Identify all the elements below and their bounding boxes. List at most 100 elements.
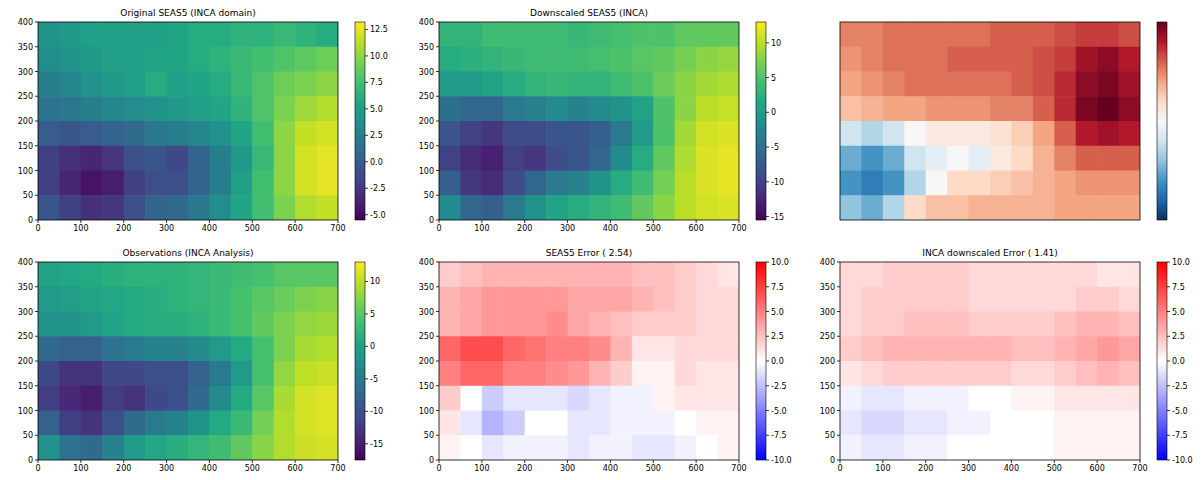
y-tick-label: 400 xyxy=(18,258,33,267)
cell xyxy=(1076,287,1098,312)
y-tick-label: 100 xyxy=(18,407,33,416)
cell xyxy=(167,262,189,287)
cell xyxy=(317,22,338,47)
cell xyxy=(840,386,862,411)
y-tick-label: 250 xyxy=(419,92,434,101)
cell xyxy=(1011,22,1033,47)
colorbar-tick-label: -10.0 xyxy=(771,456,792,465)
cell xyxy=(990,411,1012,436)
cell xyxy=(1119,312,1140,337)
cell xyxy=(59,146,81,171)
cell xyxy=(718,195,739,220)
cell xyxy=(546,121,568,146)
cell xyxy=(231,47,253,72)
cell xyxy=(209,361,231,386)
x-tick-label: 0 xyxy=(436,464,441,473)
x-tick xyxy=(481,220,482,223)
y-tick xyxy=(436,460,439,461)
cell xyxy=(59,121,81,146)
cell xyxy=(610,411,632,436)
cell xyxy=(904,171,926,196)
x-tick xyxy=(653,460,654,463)
cell xyxy=(861,195,883,220)
cell xyxy=(503,435,525,460)
cell xyxy=(1097,262,1119,287)
cell xyxy=(439,411,461,436)
x-tick-label: 400 xyxy=(603,224,618,233)
y-tick xyxy=(436,145,439,146)
cell xyxy=(1076,336,1098,361)
cell xyxy=(59,312,81,337)
x-tick xyxy=(481,460,482,463)
cell xyxy=(675,411,697,436)
cell xyxy=(696,121,718,146)
cell xyxy=(675,47,697,72)
y-tick-label: 100 xyxy=(419,407,434,416)
cell xyxy=(231,435,253,460)
y-tick xyxy=(35,385,38,386)
cell xyxy=(675,121,697,146)
cell xyxy=(145,195,167,220)
colorbar-tick-label: 10 xyxy=(771,39,781,48)
frame xyxy=(840,262,1140,460)
y-tick-label: 300 xyxy=(18,308,33,317)
cell xyxy=(1097,411,1119,436)
cell xyxy=(188,361,210,386)
cell xyxy=(883,195,905,220)
cell xyxy=(1097,287,1119,312)
cell xyxy=(675,287,697,312)
cell xyxy=(1033,96,1055,121)
cell xyxy=(546,22,568,47)
colorbar-tick xyxy=(365,161,368,162)
cell xyxy=(904,361,926,386)
cell xyxy=(295,72,317,97)
cell xyxy=(317,146,338,171)
cell xyxy=(696,312,718,337)
colorbar-tick-label: -10 xyxy=(370,407,383,416)
cell xyxy=(102,146,124,171)
cell xyxy=(460,287,482,312)
cell xyxy=(439,121,461,146)
cell xyxy=(568,312,590,337)
colorbar-tick xyxy=(365,29,368,30)
cell xyxy=(632,47,654,72)
cell xyxy=(59,361,81,386)
cell xyxy=(460,435,482,460)
cell xyxy=(1097,146,1119,171)
y-tick-label: 50 xyxy=(23,431,33,440)
cell xyxy=(546,47,568,72)
colorbar-tick xyxy=(1167,286,1170,287)
cell xyxy=(969,361,991,386)
cell xyxy=(124,361,146,386)
colorbar-tick-label: 0 xyxy=(370,342,375,351)
cell xyxy=(696,195,718,220)
cell xyxy=(718,22,739,47)
cell xyxy=(317,287,338,312)
colorbar-tick xyxy=(766,216,769,217)
cell xyxy=(546,336,568,361)
cell xyxy=(209,22,231,47)
x-tick-label: 700 xyxy=(330,464,345,473)
x-tick xyxy=(439,460,440,463)
cell xyxy=(990,72,1012,97)
colorbar-tick xyxy=(1167,385,1170,386)
cell xyxy=(209,195,231,220)
cell xyxy=(696,287,718,312)
cell xyxy=(861,96,883,121)
y-tick xyxy=(436,170,439,171)
cell xyxy=(969,146,991,171)
cell xyxy=(460,411,482,436)
y-tick xyxy=(35,170,38,171)
cell xyxy=(439,22,461,47)
cell xyxy=(990,386,1012,411)
y-tick-label: 50 xyxy=(825,431,835,440)
cell xyxy=(317,361,338,386)
y-tick xyxy=(837,435,840,436)
cell xyxy=(102,22,124,47)
cell xyxy=(59,47,81,72)
cell xyxy=(439,287,461,312)
y-tick-label: 400 xyxy=(419,258,434,267)
cell xyxy=(904,195,926,220)
cell xyxy=(439,72,461,97)
cell xyxy=(947,22,969,47)
